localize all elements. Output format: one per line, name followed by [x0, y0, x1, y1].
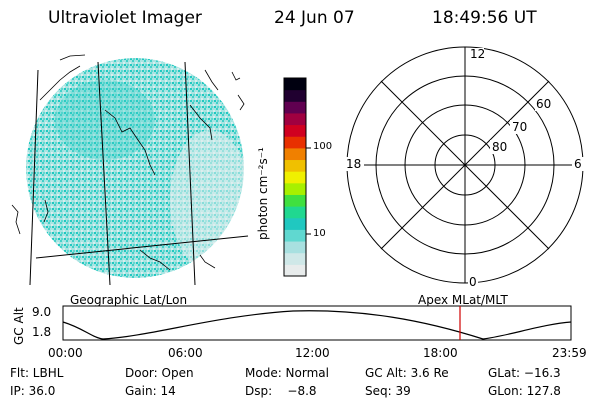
colorbar-segment: [284, 171, 306, 184]
time-tick-0000: 00:00: [48, 346, 83, 360]
projection-right-label: Apex MLat/MLT: [418, 293, 508, 307]
date-label: 24 Jun 07: [274, 8, 355, 28]
info-mode: Mode: Normal: [245, 366, 329, 380]
info-door: Door: Open: [125, 366, 194, 380]
time-label: 18:49:56 UT: [432, 8, 537, 28]
colorbar-segment: [284, 78, 306, 91]
clock-label-0: 0: [469, 275, 477, 289]
clock-label-6: 6: [574, 157, 582, 171]
time-tick-2359: 23:59: [552, 346, 587, 360]
time-tick-1200: 12:00: [295, 346, 330, 360]
info-seq: Seq: 39: [365, 384, 411, 398]
colorbar-segment: [284, 89, 306, 102]
time-tick-0600: 06:00: [168, 346, 203, 360]
lat-label-80: 80: [492, 140, 508, 154]
colorbar-segment: [284, 112, 306, 126]
colorbar-segment: [284, 241, 306, 254]
altitude-plot: [62, 305, 572, 341]
color-bar: [283, 77, 311, 277]
clock-label-12: 12: [470, 47, 486, 61]
projection-left-label: Geographic Lat/Lon: [70, 293, 188, 307]
colorbar-segment: [284, 159, 306, 172]
info-ip: IP: 36.0: [10, 384, 56, 398]
clock-label-18: 18: [346, 157, 362, 171]
altitude-tick-min: 1.8: [32, 325, 52, 339]
altitude-axis-label: GC Alt: [12, 307, 26, 345]
colorbar-segment: [284, 252, 306, 265]
info-gc-alt: GC Alt: 3.6 Re: [365, 366, 449, 380]
colorbar-segment: [284, 136, 306, 149]
colorbar-segment: [284, 101, 306, 114]
info-glon: GLon: 127.8: [488, 384, 561, 398]
info-glat: GLat: −16.3: [488, 366, 561, 380]
colorbar-segment: [284, 147, 306, 161]
colorbar-tick-10: 10: [313, 228, 326, 239]
colorbar-segment: [284, 217, 306, 230]
colorbar-tick-100: 100: [313, 141, 333, 152]
info-gain: Gain: 14: [125, 384, 176, 398]
lat-label-70: 70: [512, 120, 528, 134]
time-tick-1800: 18:00: [423, 346, 458, 360]
lat-label-60: 60: [536, 97, 552, 111]
altitude-tick-max: 9.0: [32, 305, 52, 319]
info-filter: Flt: LBHL: [10, 366, 64, 380]
instrument-title: Ultraviolet Imager: [48, 8, 202, 28]
colorbar-segment: [284, 182, 306, 195]
colorbar-segment: [284, 124, 306, 137]
colorbar-segment: [284, 229, 306, 242]
colorbar-segment: [284, 264, 306, 277]
colorbar-segment: [284, 194, 306, 207]
info-dsp: Dsp: −8.8: [245, 384, 317, 398]
colorbar-segment: [284, 206, 306, 219]
